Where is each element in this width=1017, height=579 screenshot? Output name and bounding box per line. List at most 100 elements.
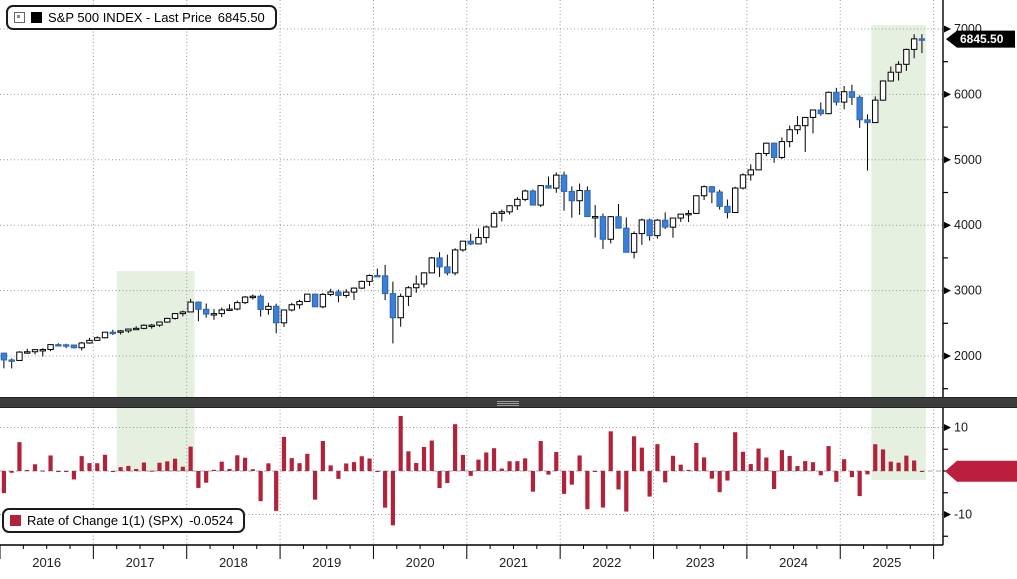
candle-body (280, 309, 288, 324)
year-label: 2023 (686, 555, 715, 570)
candle-body (202, 308, 210, 315)
roc-bar (608, 431, 613, 471)
roc-bar (64, 471, 69, 472)
tick-arrow-icon (944, 156, 951, 164)
candle-body (366, 274, 373, 282)
roc-bar (888, 461, 893, 471)
candle-body (724, 205, 731, 214)
axis-tick-label: 10 (954, 421, 968, 435)
roc-bar (772, 471, 777, 490)
roc-bar (896, 462, 901, 471)
roc-bar (748, 464, 753, 471)
candle-body (553, 174, 560, 189)
roc-bar (585, 471, 590, 510)
candle-body (218, 309, 225, 315)
roc-bar (733, 432, 738, 471)
roc-bar (507, 461, 512, 471)
roc-bar (818, 471, 823, 476)
roc-bar (172, 458, 178, 471)
roc-bar (484, 452, 489, 471)
roc-bar (740, 451, 746, 471)
roc-bar (554, 452, 559, 471)
candle-body (654, 219, 661, 237)
roc-bar (624, 471, 629, 512)
roc-bar (79, 456, 84, 471)
year-label: 2019 (312, 555, 341, 570)
roc-bar (904, 455, 909, 471)
candle-body (140, 324, 148, 329)
roc-bar (857, 471, 862, 497)
candle-body (78, 342, 85, 349)
roc-bar (110, 471, 115, 472)
candle-body (506, 205, 513, 213)
candle-body (716, 191, 723, 207)
roc-bar (250, 469, 255, 471)
roc-bar (834, 471, 839, 482)
roc-bar (383, 471, 388, 508)
candle-body (483, 226, 490, 239)
axis-tick-label: 4000 (954, 218, 982, 232)
roc-bar (32, 464, 38, 471)
candle-body (521, 190, 529, 200)
roc-bar (149, 470, 154, 472)
roc-bar (725, 471, 730, 481)
candle-body (794, 125, 801, 131)
candle-body (537, 185, 544, 206)
roc-bar (561, 471, 567, 494)
roc-bar (289, 458, 294, 471)
roc-value-badge (945, 460, 1017, 482)
roc-legend-label: Rate of Change 1(1) (SPX) (27, 513, 184, 528)
roc-bar (266, 463, 271, 471)
year-label: 2016 (32, 555, 61, 570)
candle-body (405, 287, 412, 297)
candle-body (24, 351, 31, 354)
year-label: 2020 (406, 555, 435, 570)
candle-body (389, 293, 397, 319)
roc-bar (320, 440, 325, 471)
candle-body (770, 142, 778, 158)
roc-series-legend[interactable]: Rate of Change 1(1) (SPX) -0.0524 (2, 508, 246, 533)
candle-body (47, 344, 54, 351)
roc-bar (204, 471, 209, 483)
candle-body (630, 233, 638, 253)
panel-divider-handle[interactable] (0, 397, 1017, 408)
roc-bar (274, 471, 279, 511)
candle-body (856, 96, 863, 121)
roc-bar (764, 457, 769, 471)
candle-body (825, 91, 832, 115)
divider-grip-icon[interactable] (497, 400, 519, 407)
candle-body (467, 240, 474, 245)
roc-bar (17, 442, 22, 471)
expand-icon[interactable] (14, 12, 25, 23)
roc-bar (779, 450, 784, 471)
axis-tick-label: -10 (954, 508, 972, 522)
candle-body (848, 91, 856, 98)
roc-bar (414, 462, 419, 471)
candle-body (39, 349, 46, 352)
candle-body (763, 142, 770, 155)
roc-bar (406, 451, 411, 471)
candlestick-series (0, 34, 926, 369)
roc-legend-value: -0.0524 (189, 513, 234, 528)
year-label: 2025 (872, 555, 901, 570)
roc-bar (842, 459, 847, 471)
candle-body (591, 216, 599, 219)
candle-body (234, 302, 241, 310)
roc-bar (445, 471, 450, 484)
roc-bar (305, 453, 310, 471)
candle-body (693, 195, 700, 214)
axis-tick-label: 5000 (954, 153, 982, 167)
roc-bar (756, 448, 761, 471)
candle-body (164, 317, 171, 323)
candle-body (31, 349, 39, 353)
candle-body (895, 63, 902, 73)
candle-body (732, 187, 739, 214)
axis-tick-label: 3000 (954, 284, 982, 298)
main-series-legend[interactable]: S&P 500 INDEX - Last Price 6845.50 (6, 5, 277, 30)
roc-bar (258, 471, 263, 502)
roc-bar (639, 447, 644, 471)
roc-bar (647, 471, 652, 497)
series-swatch-black (31, 12, 42, 23)
